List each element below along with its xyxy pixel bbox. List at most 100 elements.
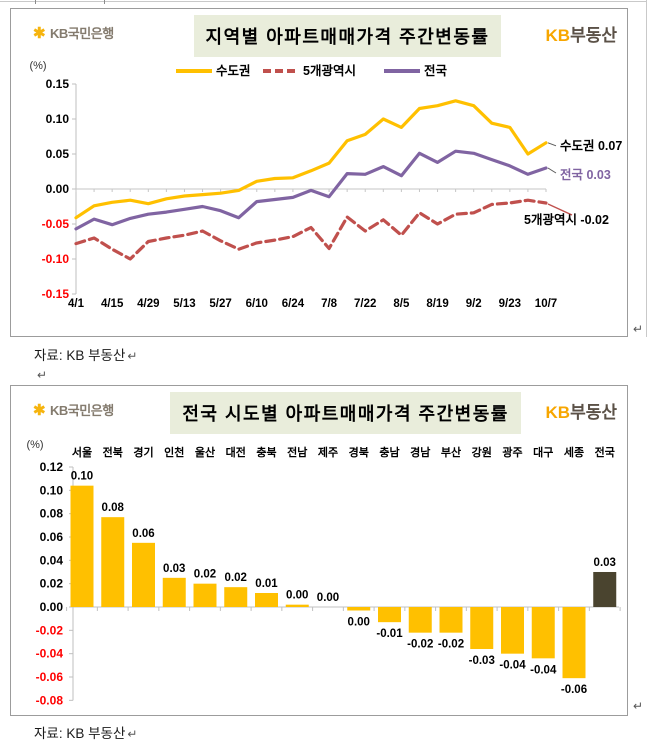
x-tick-label: 6/10 bbox=[246, 298, 268, 310]
kb-star-icon: ✱ bbox=[33, 25, 46, 42]
source-text: 자료: KB 부동산 bbox=[34, 348, 126, 363]
bar-value-label-11: -0.02 bbox=[407, 639, 433, 651]
bar-경남 bbox=[408, 607, 432, 633]
bar-전국 bbox=[593, 571, 617, 607]
paragraph-mark: ↵ bbox=[633, 699, 644, 713]
end-label-ogwangyeoksi: 5개광역시 -0.02 bbox=[524, 212, 609, 227]
category-label-7: 전남 bbox=[287, 445, 307, 459]
category-label-10: 충남 bbox=[379, 445, 399, 459]
kb-bank-logo-text: KB국민은행 bbox=[50, 26, 114, 41]
y-tick-label: 0.10 bbox=[40, 483, 64, 497]
y-tick-label: -0.04 bbox=[36, 647, 64, 661]
y-tick-label: 0.00 bbox=[46, 182, 70, 196]
line-ogwangyeoksi bbox=[74, 198, 548, 261]
brand-suffix-text: 부동산 bbox=[570, 26, 617, 45]
x-tick-label: 5/27 bbox=[209, 298, 231, 310]
source-text: 자료: KB 부동산 bbox=[34, 726, 126, 741]
bar-서울 bbox=[70, 485, 94, 607]
legend-label-sudogwon: 수도권 bbox=[216, 64, 251, 78]
leader-sudogwon bbox=[547, 142, 557, 147]
y-tick-label: 0.15 bbox=[46, 77, 70, 91]
y-axis-unit: (%) bbox=[26, 439, 43, 451]
y-tick-label: -0.10 bbox=[42, 252, 70, 266]
x-tick-label: 4/15 bbox=[101, 298, 124, 310]
brand-suffix-text: 부동산 bbox=[570, 403, 617, 422]
category-label-17: 전국 bbox=[595, 445, 615, 459]
end-label-jeonguk: 전국 0.03 bbox=[560, 167, 611, 182]
line-jeonguk bbox=[74, 149, 548, 231]
category-label-2: 경기 bbox=[133, 445, 153, 459]
bar-value-label-17: 0.03 bbox=[594, 557, 616, 569]
legend-label-jeonguk: 전국 bbox=[424, 63, 448, 78]
paragraph-mark: ↵ bbox=[37, 368, 48, 382]
source-note-2: 자료: KB 부동산 ↵ bbox=[34, 722, 137, 742]
bar-value-label-10: -0.01 bbox=[376, 628, 403, 640]
bar-value-label-2: 0.06 bbox=[132, 528, 154, 540]
chart1-title: 지역별 아파트매매가격 주간변동률 bbox=[193, 15, 502, 57]
category-label-14: 광주 bbox=[502, 446, 522, 459]
category-label-4: 울산 bbox=[195, 445, 215, 459]
x-tick-label: 7/22 bbox=[354, 298, 376, 310]
ruler-mark bbox=[104, 0, 105, 4]
bar-인천 bbox=[162, 577, 186, 607]
y-tick-label: -0.02 bbox=[36, 623, 64, 637]
bar-value-label-4: 0.02 bbox=[194, 569, 216, 581]
category-label-3: 인천 bbox=[164, 445, 184, 459]
bar-value-label-15: -0.04 bbox=[530, 664, 557, 676]
paragraph-mark: ↵ bbox=[127, 349, 138, 363]
category-label-15: 대구 bbox=[533, 445, 553, 459]
line-chart: (%)0.15 0.10 0.05 0.00 -0.05 -0.10 -0.154/1 4/1… bbox=[29, 60, 622, 310]
bar-강원 bbox=[470, 607, 494, 650]
bar-전남 bbox=[285, 604, 309, 607]
y-tick-label: 0.10 bbox=[46, 112, 70, 126]
bar-충북 bbox=[255, 592, 278, 607]
leader-ogwangyeoksi bbox=[547, 203, 573, 216]
paragraph-mark: ↵ bbox=[633, 322, 644, 336]
line-sudogwon bbox=[74, 99, 548, 220]
bar-광주 bbox=[501, 607, 524, 654]
category-label-1: 전북 bbox=[103, 445, 123, 459]
bar-value-label-13: -0.03 bbox=[469, 655, 495, 667]
y-tick-label: -0.08 bbox=[36, 693, 64, 706]
y-tick-label: 0.04 bbox=[40, 553, 64, 567]
bar-value-label-6: 0.01 bbox=[255, 578, 278, 590]
bar-value-label-1: 0.08 bbox=[102, 502, 125, 514]
chart2-title-wrap: 전국 시도별 아파트매매가격 주간변동률 bbox=[170, 392, 521, 434]
category-label-6: 충북 bbox=[256, 445, 276, 459]
chart1-title-wrap: 지역별 아파트매매가격 주간변동률 bbox=[183, 15, 512, 57]
kb-realestate-brand: KB부동산 bbox=[521, 398, 617, 423]
category-label-12: 부산 bbox=[441, 445, 461, 459]
chart2-title: 전국 시도별 아파트매매가격 주간변동률 bbox=[170, 392, 521, 434]
bar-울산 bbox=[193, 583, 217, 607]
category-label-0: 서울 bbox=[72, 445, 92, 459]
x-tick-label: 6/24 bbox=[282, 298, 305, 310]
category-label-5: 대전 bbox=[226, 445, 246, 459]
bar-경북 bbox=[347, 607, 371, 611]
chart1-header: ✱ KB국민은행 지역별 아파트매매가격 주간변동률 KB부동산 bbox=[11, 9, 627, 57]
kb-bank-logo: ✱ KB국민은행 bbox=[33, 400, 170, 420]
y-tick-label: 0.00 bbox=[40, 600, 64, 614]
regional-line-chart-panel: ✱ KB국민은행 지역별 아파트매매가격 주간변동률 KB부동산 (%) 0.15… bbox=[10, 8, 628, 337]
kb-star-icon: ✱ bbox=[33, 402, 46, 419]
y-tick-label: -0.15 bbox=[42, 287, 70, 301]
end-label-sudogwon: 수도권 0.07 bbox=[560, 139, 622, 153]
source-note-1: 자료: KB 부동산 ↵ bbox=[34, 344, 137, 364]
bar-value-label-5: 0.02 bbox=[225, 572, 247, 584]
brand-kb-text: KB bbox=[545, 26, 571, 45]
x-tick-label: 8/5 bbox=[393, 298, 410, 310]
bar-대구 bbox=[531, 607, 555, 659]
y-tick-label: 0.05 bbox=[46, 147, 70, 161]
x-tick-label: 9/2 bbox=[466, 298, 482, 310]
x-tick-label: 4/29 bbox=[137, 298, 159, 310]
y-tick-label: 0.12 bbox=[40, 460, 64, 474]
bar-대전 bbox=[224, 587, 248, 607]
y-tick-label: -0.06 bbox=[36, 670, 64, 684]
y-tick-label: -0.05 bbox=[42, 217, 70, 231]
bar-value-label-8: 0.00 bbox=[317, 592, 339, 604]
y-tick-label: 0.02 bbox=[40, 577, 64, 591]
kb-realestate-brand: KB부동산 bbox=[512, 21, 617, 46]
chart2-header: ✱ KB국민은행 전국 시도별 아파트매매가격 주간변동률 KB부동산 bbox=[11, 386, 627, 434]
brand-kb-text: KB bbox=[545, 403, 571, 422]
bar-value-label-7: 0.00 bbox=[286, 590, 308, 602]
